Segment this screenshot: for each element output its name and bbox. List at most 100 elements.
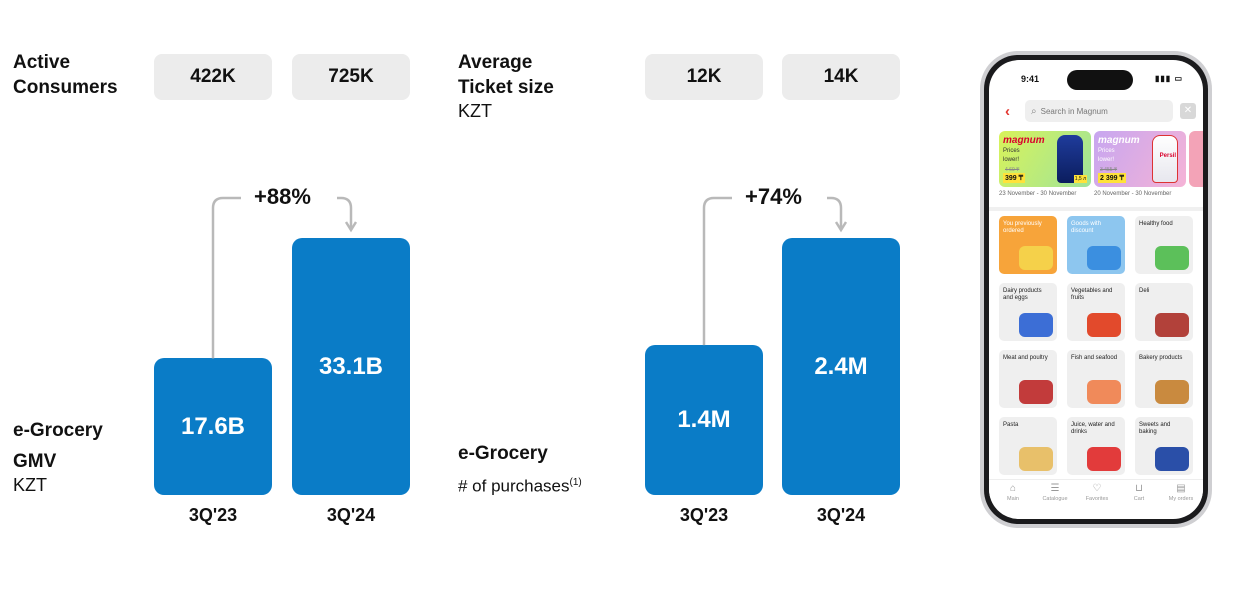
category-card[interactable]: Sweets and baking — [1135, 417, 1193, 475]
phone-bezel: 9:41 ▮▮▮ ▭ ‹ ⌕ Search in Magnum ✕ magnum… — [984, 55, 1208, 524]
chart-label-line: e-Grocery — [458, 443, 548, 464]
category-card[interactable]: Juice, water and drinks — [1067, 417, 1125, 475]
status-icons: ▮▮▮ ▭ — [1155, 74, 1183, 83]
bread-icon — [1155, 380, 1189, 404]
milk-icon — [1019, 313, 1053, 337]
title-unit: KZT — [458, 101, 492, 121]
signal-icon: ▮▮▮ — [1154, 74, 1172, 83]
drinks-icon — [1087, 447, 1121, 471]
home-icon: ⌂ — [1009, 483, 1017, 494]
tab-label: My orders — [1168, 496, 1194, 502]
category-label: Dairy products and eggs — [1003, 288, 1042, 301]
x-tick-label: 3Q'23 — [188, 505, 238, 525]
vegetables-icon — [1087, 313, 1121, 337]
tab-favorites[interactable]: ♡ Favorites — [1077, 483, 1117, 503]
category-card[interactable]: Deli — [1135, 283, 1193, 341]
basket-icon — [1155, 246, 1189, 270]
category-card[interactable]: Meat and poultry — [999, 350, 1057, 408]
bar-3q24: 33.1B — [292, 238, 410, 495]
gmv-chart-label: e-Grocery GMV KZT — [13, 418, 103, 496]
avg-ticket-title: Average Ticket size KZT — [458, 50, 554, 122]
title-line: Average — [458, 52, 533, 73]
chart-label-line: GMV — [13, 451, 57, 472]
category-label: You previously ordered — [1003, 221, 1042, 234]
bottom-tab-bar: ⌂ Main ☰ Catalogue ♡ Favorites ⊔ Cart ▤ My orders — [989, 479, 1203, 515]
back-arrow-icon[interactable]: ‹ — [1005, 103, 1010, 120]
title-line: Active — [13, 52, 71, 73]
bar-value-label: 2.4M — [814, 352, 868, 380]
promo-text: Prices — [1098, 148, 1115, 154]
category-label: Healthy food — [1139, 221, 1173, 227]
search-icon: ⌕ — [1031, 105, 1037, 117]
bar-3q24: 2.4M — [782, 238, 900, 495]
promo-card[interactable]: magnum Prices lower! 4 69 ₸ 399 ₸ 1,5 л — [999, 131, 1091, 187]
category-label: Sweets and baking — [1139, 422, 1171, 435]
status-time: 9:41 — [1021, 74, 1040, 84]
category-label: Fish and seafood — [1071, 355, 1118, 361]
category-card[interactable]: Fish and seafood — [1067, 350, 1125, 408]
bar-value-label: 1.4M — [677, 406, 731, 434]
promo-price: 399 ₸ — [1003, 173, 1026, 183]
promo-date: 20 November - 30 November — [1094, 191, 1172, 197]
sweets-icon — [1155, 447, 1189, 471]
category-card[interactable]: Healthy food — [1135, 216, 1193, 274]
title-line: Consumers — [13, 77, 118, 98]
category-label: Bakery products — [1139, 355, 1183, 361]
growth-label: +88% — [254, 184, 311, 209]
search-placeholder: Search in Magnum — [1040, 106, 1108, 116]
close-icon[interactable]: ✕ — [1180, 103, 1196, 119]
category-label: Pasta — [1003, 422, 1019, 428]
tab-catalogue[interactable]: ☰ Catalogue — [1035, 483, 1075, 503]
promo-brand: magnum — [1003, 135, 1045, 146]
catalogue-icon: ☰ — [1050, 483, 1060, 494]
search-input[interactable]: ⌕ Search in Magnum — [1025, 100, 1173, 122]
promo-old-price: 3 455 ₸ — [1100, 167, 1118, 173]
active-consumers-title: Active Consumers — [13, 50, 118, 100]
section-divider — [989, 207, 1203, 211]
bar-value-label: 17.6B — [180, 412, 246, 440]
dynamic-island — [1067, 70, 1133, 90]
avg-ticket-3q24-pill: 14K — [782, 54, 900, 100]
x-tick-label: 3Q'24 — [326, 505, 376, 525]
title-line: Ticket size — [458, 77, 554, 98]
category-card[interactable]: Dairy products and eggs — [999, 283, 1057, 341]
category-card[interactable]: Pasta — [999, 417, 1057, 475]
promo-card[interactable]: magnum Prices lower! 3 455 ₸ 2 399 ₸ Per… — [1094, 131, 1186, 187]
bar-3q23: 17.6B — [154, 358, 272, 495]
cart-icon: ⊔ — [1135, 483, 1143, 494]
promo-card-partial[interactable] — [1189, 131, 1203, 187]
category-label: Deli — [1139, 288, 1150, 294]
promo-old-price: 4 69 ₸ — [1005, 167, 1020, 173]
category-card[interactable]: You previously ordered — [999, 216, 1057, 274]
promo-text: lower! — [1003, 157, 1020, 163]
category-label: Goods with discount — [1071, 221, 1102, 234]
bar-value-label: 33.1B — [318, 352, 384, 380]
footnote-marker: (1) — [569, 477, 582, 488]
category-label: Juice, water and drinks — [1071, 422, 1115, 435]
tab-label: Main — [1007, 496, 1019, 502]
category-card[interactable]: Bakery products — [1135, 350, 1193, 408]
tab-main[interactable]: ⌂ Main — [993, 483, 1033, 503]
heart-icon: ♡ — [1092, 483, 1102, 494]
category-card[interactable]: Vegetables and fruits — [1067, 283, 1125, 341]
tab-label: Favorites — [1085, 496, 1109, 502]
arrow-down-icon — [834, 221, 848, 233]
promo-price: 2 399 ₸ — [1098, 173, 1126, 183]
x-tick-label: 3Q'23 — [679, 505, 729, 525]
tab-cart[interactable]: ⊔ Cart — [1119, 483, 1159, 503]
battery-icon: ▭ — [1174, 74, 1183, 83]
tab-my-orders[interactable]: ▤ My orders — [1161, 483, 1201, 503]
category-label: Vegetables and fruits — [1071, 288, 1113, 301]
chart-label-line: e-Grocery — [13, 420, 103, 441]
orders-icon: ▤ — [1176, 483, 1186, 494]
chart-label-line: # of purchases(1) — [458, 472, 582, 498]
bar-3q23: 1.4M — [645, 345, 763, 495]
tab-label: Catalogue — [1042, 496, 1068, 502]
active-consumers-3q23-pill: 422K — [154, 54, 272, 100]
sausage-icon — [1155, 313, 1189, 337]
category-card[interactable]: Goods with discount — [1067, 216, 1125, 274]
chart-label-text: # of purchases — [458, 476, 570, 496]
promo-text: lower! — [1098, 157, 1115, 163]
growth-label: +74% — [745, 184, 802, 209]
promo-text: Prices — [1003, 148, 1020, 154]
